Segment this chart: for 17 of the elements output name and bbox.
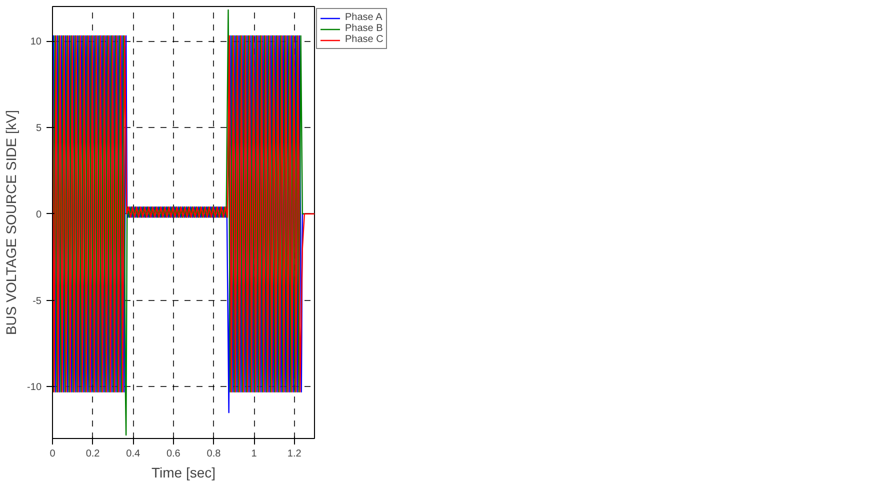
y-tick-label: 10 [30,36,42,48]
y-axis-title: BUS VOLTAGE SOURCE SIDE [kV] [3,110,20,336]
x-tick-label: 0 [50,448,56,460]
x-tick-label: 1 [251,448,258,460]
x-tick-label: 0.4 [126,448,141,460]
y-tick-label: 0 [36,209,42,220]
legend-label: Phase C [345,34,384,45]
y-tick-label: -10 [27,382,42,394]
x-tick-label: 0.2 [86,448,100,460]
x-axis-title: Time [sec] [151,464,216,480]
legend-label: Phase A [345,12,382,23]
y-tick-label: 5 [36,122,42,134]
legend-label: Phase B [345,23,383,34]
x-tick-label: 0.8 [206,448,222,460]
x-tick-label: 0.6 [166,448,181,460]
y-tick-label: -5 [32,296,42,307]
x-tick-label: 1.2 [287,448,302,460]
